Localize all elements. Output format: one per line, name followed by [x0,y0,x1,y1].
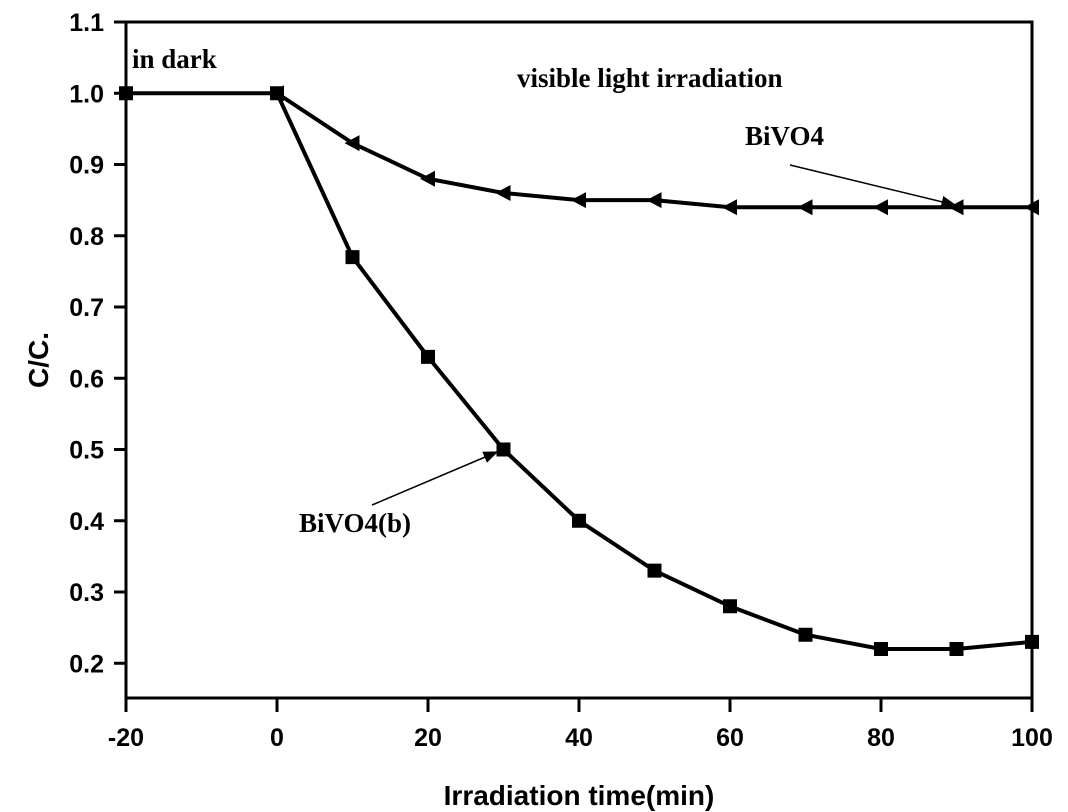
data-point-bivo4 [797,199,813,216]
data-point-bivo4 [495,185,511,201]
data-point-bivo4-b [949,642,964,656]
data-point-bivo4 [1024,199,1039,216]
data-point-bivo4-b [798,627,813,642]
data-point-bivo4-b [1025,634,1039,649]
annotation-arrow-bivo4b [371,451,499,506]
y-tick-label: 0.6 [69,365,104,393]
x-tick-label: 60 [716,724,744,752]
y-tick-label: 1.0 [69,80,104,108]
series-line-bivo4 [275,91,1032,210]
data-point-bivo4-b [572,513,586,528]
y-tick-label: 0.7 [69,294,104,322]
data-point-bivo4 [948,199,964,216]
annotation-bivo4b: BiVO4(b) [299,508,411,538]
y-tick-label: 1.1 [69,9,104,37]
data-point-bivo4 [722,199,737,216]
y-tick-label: 0.4 [69,508,104,536]
data-point-bivo4-b [874,642,888,656]
annotation-arrow-bivo4 [789,164,957,208]
y-tick-label: 0.5 [69,437,104,465]
series-line-bivo4-b [126,91,1033,651]
y-tick-label: 0.8 [69,223,104,251]
plot-frame [124,20,1034,700]
y-tick-label: 0.9 [69,152,104,180]
y-axis-label: C/C. [23,332,54,388]
y-tick-label: 0.3 [69,579,104,607]
data-point-bivo4 [344,135,360,152]
x-tick-label: -20 [108,724,144,752]
annotation-in-dark: in dark [132,44,217,74]
annotation-bivo4: BiVO4 [745,121,824,151]
data-point-bivo4-b [496,442,511,457]
data-point-bivo4-b [647,563,662,578]
data-point-bivo4 [571,192,586,209]
data-point-bivo4-b [345,250,360,265]
x-tick-label: 0 [270,724,284,752]
annotation-visible-light: visible light irradiation [517,63,783,93]
data-point-bivo4-b [723,599,737,614]
data-point-bivo4-b [119,86,133,101]
data-point-bivo4 [646,192,662,209]
data-point-bivo4 [420,170,435,187]
x-tick-label: 40 [565,724,593,752]
x-tick-label: 20 [414,724,442,752]
data-point-bivo4 [269,85,284,102]
y-tick-label: 0.2 [69,650,104,678]
data-point-bivo4-b [421,349,435,364]
x-tick-label: 80 [867,724,895,752]
x-axis-label: Irradiation time(min) [444,780,715,811]
data-point-bivo4 [873,199,888,216]
x-tick-label: 100 [1011,724,1053,752]
